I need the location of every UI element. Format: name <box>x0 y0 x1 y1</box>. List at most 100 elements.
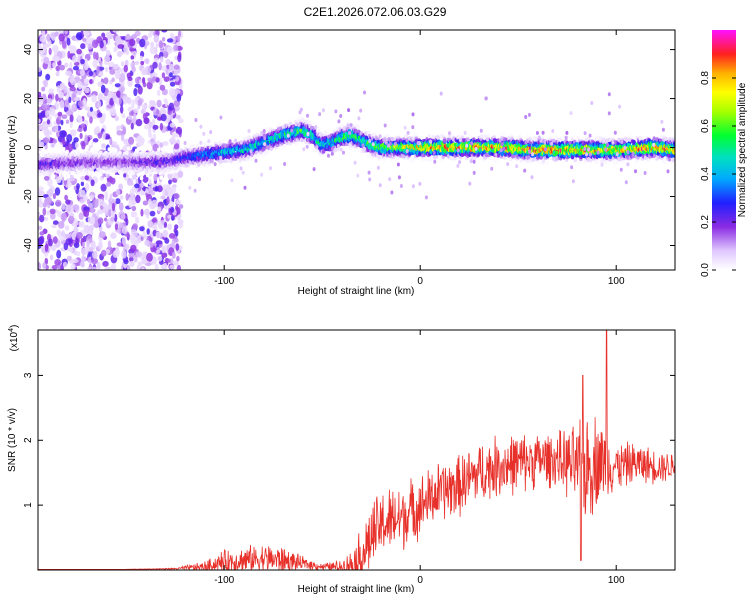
noise-speckle <box>156 249 161 254</box>
noise-speckle <box>160 195 166 200</box>
signal-cell <box>486 133 491 138</box>
signal-cell <box>354 148 358 153</box>
noise-speckle <box>158 62 162 71</box>
noise-speckle <box>130 211 138 218</box>
noise-speckle <box>117 39 125 45</box>
noise-speckle <box>88 51 93 56</box>
noise-speckle <box>129 188 135 198</box>
noise-speckle <box>139 55 143 61</box>
noise-speckle <box>76 48 82 55</box>
noise-speckle <box>65 233 72 239</box>
noise-speckle <box>91 258 98 265</box>
noise-speckle <box>132 231 138 237</box>
signal-cell <box>92 142 97 147</box>
noise-speckle <box>175 114 181 120</box>
noise-speckle <box>135 251 143 258</box>
noise-speckle <box>45 110 49 117</box>
signal-cell <box>427 134 432 139</box>
noise-speckle <box>156 99 162 108</box>
noise-speckle <box>65 238 72 246</box>
noise-speckle <box>174 224 179 230</box>
noise-speckle <box>101 143 107 149</box>
noise-speckle <box>61 230 65 237</box>
noise-speckle <box>117 44 125 49</box>
noise-speckle <box>169 72 173 78</box>
noise-speckle <box>80 43 86 50</box>
noise-speckle <box>81 255 85 264</box>
noise-speckle <box>54 187 61 196</box>
noise-speckle <box>82 37 87 42</box>
noise-speckle <box>93 111 98 116</box>
noise-speckle <box>97 209 103 215</box>
heatmap-marks <box>38 30 675 270</box>
noise-speckle <box>52 45 59 52</box>
noise-speckle <box>148 121 153 129</box>
noise-speckle <box>133 88 138 97</box>
noise-speckle <box>130 244 137 252</box>
noise-speckle <box>91 39 99 49</box>
noise-speckle <box>42 44 47 53</box>
noise-speckle <box>66 134 73 143</box>
noise-speckle <box>54 31 59 37</box>
noise-speckle <box>118 97 122 105</box>
noise-speckle <box>47 188 54 197</box>
signal-cell <box>191 168 195 174</box>
noise-speckle <box>129 260 135 267</box>
noise-speckle <box>56 249 62 259</box>
noise-speckle <box>65 204 72 213</box>
signal-cell <box>432 126 437 131</box>
noise-speckle <box>109 193 113 203</box>
noise-speckle <box>116 125 121 131</box>
noise-speckle <box>76 232 83 239</box>
noise-speckle <box>128 199 132 209</box>
noise-speckle <box>111 202 116 212</box>
signal-cell <box>210 159 214 164</box>
noise-speckle <box>148 100 156 105</box>
noise-speckle <box>41 86 46 92</box>
noise-speckle <box>135 216 140 224</box>
noise-speckle <box>120 213 126 220</box>
signal-cell <box>465 161 470 167</box>
noise-speckle <box>106 181 112 187</box>
noise-speckle <box>103 77 109 85</box>
noise-speckle <box>167 109 172 115</box>
noise-speckle <box>134 183 140 189</box>
noise-speckle <box>68 215 74 224</box>
noise-speckle <box>144 208 150 216</box>
noise-speckle <box>133 108 139 113</box>
noise-speckle <box>61 203 66 211</box>
noise-speckle <box>123 64 128 73</box>
noise-speckle <box>123 259 129 265</box>
signal-cell <box>141 146 145 152</box>
noise-speckle <box>178 118 184 124</box>
noise-speckle <box>42 207 47 216</box>
noise-speckle <box>49 208 56 215</box>
noise-speckle <box>123 138 130 145</box>
signal-cell <box>412 159 417 164</box>
noise-speckle <box>149 46 157 55</box>
noise-speckle <box>164 238 170 244</box>
signal-cell <box>98 150 103 155</box>
noise-speckle <box>173 64 180 70</box>
noise-speckle <box>65 199 71 205</box>
noise-speckle <box>56 85 61 93</box>
noise-speckle <box>159 84 166 91</box>
noise-speckle <box>93 51 97 60</box>
noise-speckle <box>165 58 171 66</box>
noise-speckle <box>75 32 83 41</box>
signal-cell <box>398 130 403 136</box>
noise-speckle <box>46 104 50 111</box>
noise-speckle <box>56 229 62 236</box>
noise-speckle <box>91 250 98 259</box>
noise-speckle <box>152 133 157 141</box>
noise-speckle <box>91 94 97 103</box>
signal-cell <box>442 138 447 143</box>
noise-speckle <box>90 216 96 225</box>
noise-speckle <box>89 116 93 124</box>
noise-speckle <box>167 223 173 230</box>
noise-speckle <box>139 38 146 48</box>
noise-speckle <box>80 69 85 77</box>
noise-speckle <box>122 126 127 135</box>
